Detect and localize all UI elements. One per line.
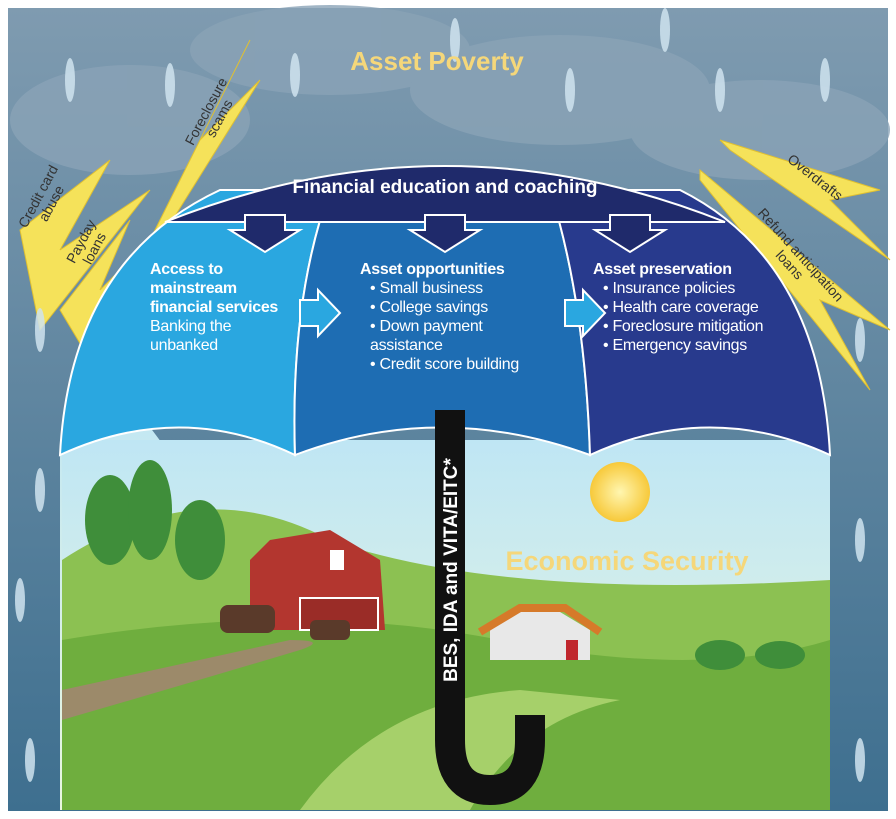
panel-title: Asset preservation (593, 260, 803, 279)
panel-title: Access to mainstream financial services (150, 260, 298, 317)
panel-item: • Down payment assistance (360, 317, 545, 355)
panel-item: • Foreclosure mitigation (593, 317, 793, 336)
panel-item: • Health care coverage (593, 298, 793, 317)
ground-label: Economic Security (505, 546, 748, 576)
handle-label: BES, IDA and VITA/EITC* (441, 458, 462, 682)
illustration: Asset Poverty Financial education and co… (0, 0, 896, 819)
panel: Asset opportunities• Small business• Col… (360, 260, 555, 374)
scene: Asset Poverty Financial education and co… (0, 0, 896, 819)
title: Asset Poverty (350, 46, 524, 76)
panel-item: • Small business (360, 279, 545, 298)
panel: Asset preservation• Insurance policies• … (593, 260, 803, 355)
canopy-label: Financial education and coaching (292, 177, 597, 198)
panel-item: • Insurance policies (593, 279, 793, 298)
panel-title: Asset opportunities (360, 260, 555, 279)
panel-item: • College savings (360, 298, 545, 317)
sun (590, 462, 650, 522)
panel-item: • Credit score building (360, 355, 545, 374)
panel-item: Banking the unbanked (150, 317, 280, 355)
panel-item: • Emergency savings (593, 336, 793, 355)
